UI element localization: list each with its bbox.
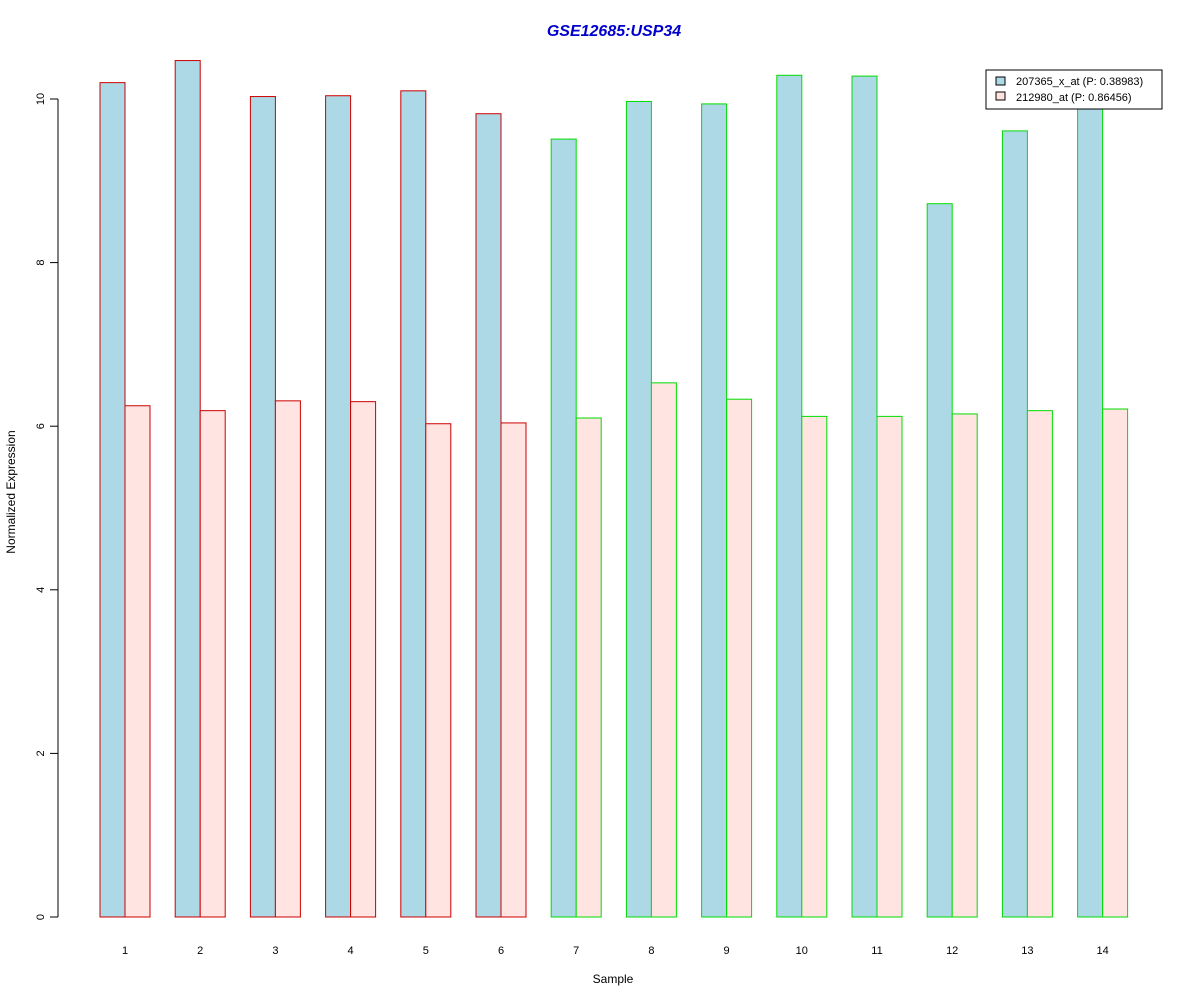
bar-sample-8-series-2: [650, 382, 677, 918]
legend-label-series-1: 207365_x_at (P: 0.38983): [1016, 76, 1143, 88]
x-tick-label: 14: [1096, 945, 1108, 957]
bar-sample-10-series-2: [801, 415, 828, 918]
bar-sample-3-series-1: [249, 96, 276, 918]
bar-sample-1-series-1: [99, 82, 126, 918]
y-tick-label: 10: [35, 93, 47, 105]
x-axis-title: Sample: [593, 972, 634, 986]
bar-sample-8-series-1: [625, 100, 652, 918]
legend: 207365_x_at (P: 0.38983) 212980_at (P: 0…: [985, 69, 1163, 110]
bar-sample-6-series-1: [475, 113, 502, 918]
y-tick-label: 4: [35, 587, 47, 593]
bar-sample-12-series-2: [951, 413, 978, 918]
bar-sample-6-series-2: [500, 422, 527, 918]
x-tick-label: 11: [871, 945, 882, 957]
x-tick-label: 7: [573, 945, 579, 957]
chart-title: GSE12685:USP34: [547, 23, 681, 40]
bar-sample-11-series-1: [851, 75, 878, 918]
bar-sample-1-series-2: [124, 405, 151, 918]
bar-sample-10-series-1: [776, 74, 803, 918]
x-tick-label: 12: [946, 945, 958, 957]
x-tick-label: 1: [122, 945, 128, 957]
bar-sample-4-series-2: [350, 401, 377, 918]
bar-sample-7-series-1: [550, 138, 577, 918]
x-tick-label: 13: [1021, 945, 1033, 957]
x-tick-label: 5: [423, 945, 429, 957]
x-tick-label: 4: [348, 945, 354, 957]
x-tick-label: 6: [498, 945, 504, 957]
bar-sample-11-series-2: [876, 415, 903, 918]
y-tick-label: 6: [35, 423, 47, 429]
bar-sample-12-series-1: [926, 203, 953, 918]
bar-sample-2-series-1: [174, 60, 201, 918]
bar-sample-5-series-1: [400, 90, 427, 918]
legend-box: [985, 69, 1163, 110]
x-tick-label: 9: [724, 945, 730, 957]
bar-sample-4-series-1: [325, 95, 352, 918]
x-tick-label: 10: [796, 945, 808, 957]
bar-sample-3-series-2: [274, 400, 301, 918]
x-tick-label: 8: [648, 945, 654, 957]
bar-sample-13-series-1: [1001, 130, 1028, 918]
x-tick-label: 2: [197, 945, 203, 957]
bar-sample-14-series-2: [1102, 408, 1129, 918]
bar-sample-9-series-1: [701, 103, 728, 918]
legend-swatch-series-2: [995, 91, 1006, 101]
legend-label-series-2: 212980_at (P: 0.86456): [1016, 92, 1132, 104]
y-axis-title: Normalized Expression: [4, 430, 18, 553]
bar-sample-5-series-2: [425, 423, 452, 918]
bar-sample-14-series-1: [1077, 105, 1104, 918]
bar-sample-2-series-2: [199, 410, 226, 918]
y-tick-label: 8: [35, 260, 47, 266]
x-tick-labels: 1 2 3 4 5 6 7 8 9 10 11 12 13 14: [122, 945, 1109, 957]
x-tick-label: 3: [272, 945, 278, 957]
legend-swatch-series-1: [995, 76, 1006, 86]
y-tick-label: 0: [35, 914, 47, 920]
bar-sample-9-series-2: [726, 398, 753, 918]
bars: [99, 60, 1129, 918]
y-tick-label: 2: [35, 750, 47, 756]
bar-sample-7-series-2: [575, 417, 602, 918]
y-axis: 0 2 4 6 8 10: [35, 93, 59, 920]
bar-sample-13-series-2: [1026, 410, 1053, 918]
